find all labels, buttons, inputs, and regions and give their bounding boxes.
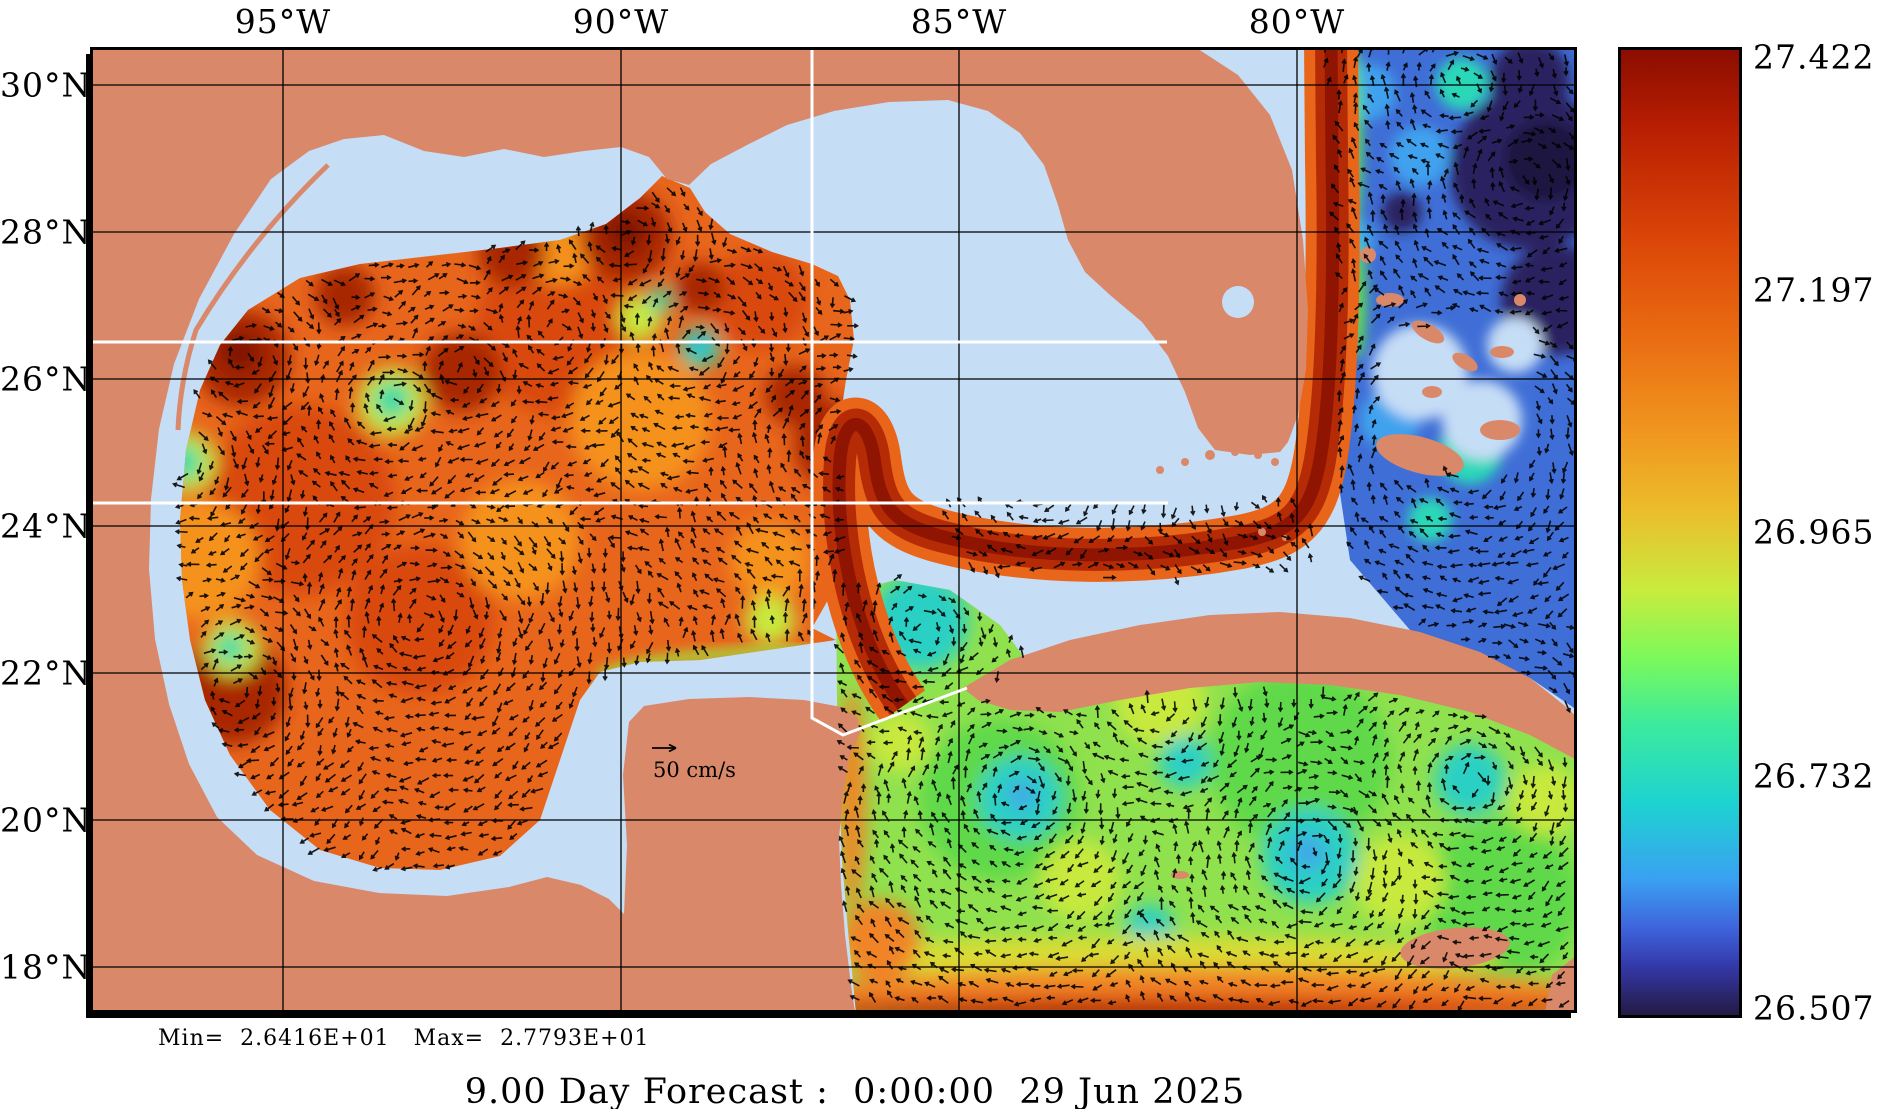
lat-tick-20n: 20°N <box>0 800 92 840</box>
lat-tick-18n: 18°N <box>0 947 92 987</box>
colorbar-tick-5: 26.507 <box>1753 988 1875 1028</box>
colorbar-tick-2: 27.197 <box>1753 270 1875 310</box>
texas-barrier-islands <box>175 163 330 431</box>
colorbar-tick-3: 26.965 <box>1753 512 1875 552</box>
lat-tick-26n: 26°N <box>0 359 92 399</box>
velocity-scale-arrow <box>652 743 677 753</box>
plot-title: 9.00 Day Forecast : 0:00:00 29 Jun 2025 <box>464 1072 1246 1109</box>
lat-tick-24n: 24°N <box>0 506 92 546</box>
section-lines <box>90 47 1168 737</box>
lon-tick-85w: 85°W <box>910 2 1008 41</box>
lon-tick-95w: 95°W <box>234 2 332 41</box>
section-line-yucatan <box>810 47 968 737</box>
colorbar-tick-4: 26.732 <box>1753 756 1875 796</box>
lat-tick-28n: 28°N <box>0 212 92 252</box>
map-canvas <box>90 47 1577 1013</box>
bahamas <box>1360 247 1526 476</box>
lat-tick-22n: 22°N <box>0 653 92 693</box>
lake-okeechobee <box>1222 286 1254 318</box>
cuba <box>963 612 1577 760</box>
florida-keys <box>1156 448 1288 541</box>
grand-cayman <box>1171 871 1189 879</box>
colorbar <box>1618 47 1742 1018</box>
lon-tick-80w: 80°W <box>1248 2 1346 41</box>
graticule <box>90 47 1577 1013</box>
velocity-scale-label: 50 cm/s <box>653 758 736 782</box>
field-min-max: Min= 2.6416E+01 Max= 2.7793E+01 <box>158 1026 650 1051</box>
lon-tick-90w: 90°W <box>572 2 670 41</box>
lat-tick-30n: 30°N <box>0 65 92 105</box>
colorbar-tick-1: 27.422 <box>1753 37 1875 77</box>
